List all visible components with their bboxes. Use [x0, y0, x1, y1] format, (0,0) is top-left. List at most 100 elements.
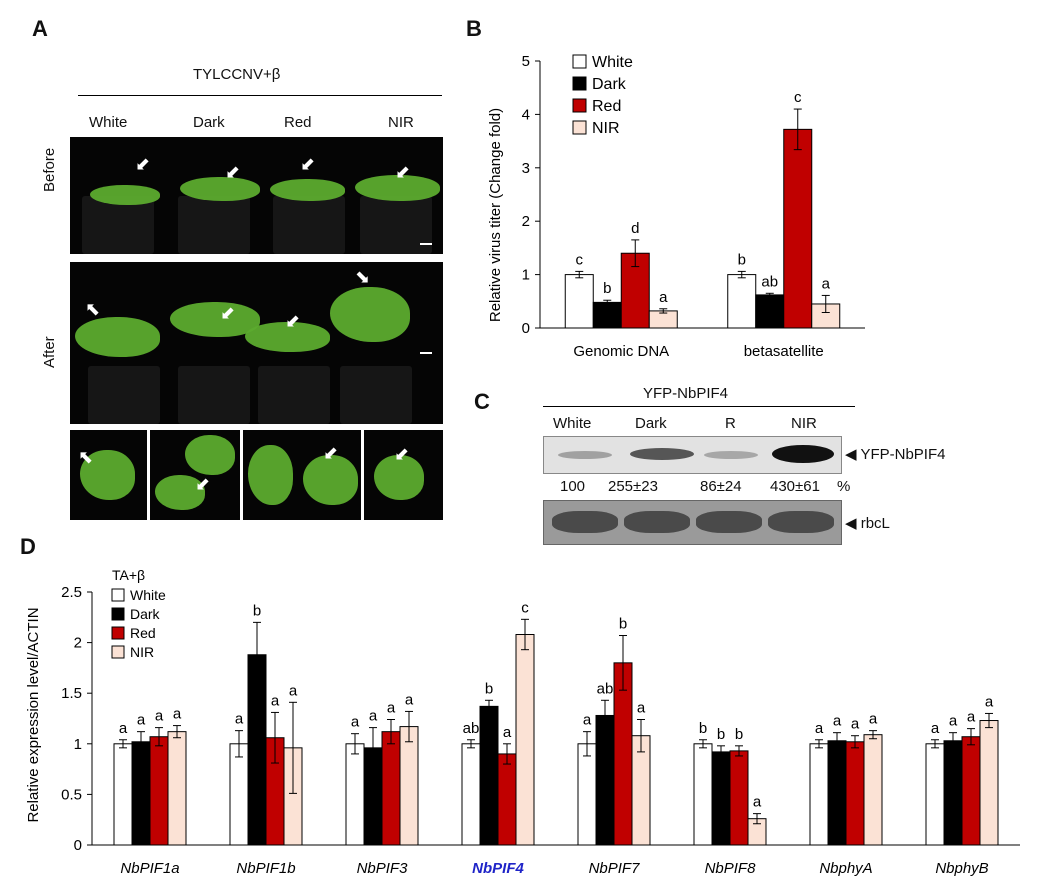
bar	[592, 301, 622, 329]
significance-letter: a	[387, 700, 396, 717]
closeup-photo-dark: ⬋	[150, 430, 240, 520]
bar	[827, 740, 847, 846]
x-category-label: NbPIF4	[472, 860, 524, 877]
x-category-label: NbphyB	[935, 860, 988, 877]
panel-d-chart: Relative expression level/ACTIN 0 0.5 1 1.5…	[25, 567, 1020, 877]
scale-bar	[420, 352, 432, 354]
closeup-photo-white: ⬉	[70, 430, 147, 520]
panel-d-letter: D	[20, 534, 36, 559]
bar	[693, 743, 713, 846]
significance-letter: a	[405, 691, 414, 708]
bar	[149, 736, 169, 846]
quant-white: 100	[560, 478, 586, 495]
panel-c-letter: C	[474, 389, 490, 414]
loading-label-text: rbcL	[860, 515, 890, 532]
y-tick-label: 5	[522, 53, 530, 70]
legend-swatch	[572, 98, 587, 113]
quant-nir: 430±61	[770, 478, 820, 495]
x-category-label: NbPIF8	[705, 860, 757, 877]
significance-letter: a	[815, 720, 824, 737]
significance-letter: a	[369, 708, 378, 725]
bar	[809, 743, 829, 846]
significance-letter: a	[869, 711, 878, 728]
group-title-underline	[78, 95, 442, 96]
y-tick-label: 2	[522, 213, 530, 230]
legend-swatch	[111, 607, 125, 621]
y-tick-label: 1	[74, 736, 82, 753]
closeup-photo-nir: ⬋	[364, 430, 443, 520]
significance-letter: ab	[761, 273, 778, 290]
significance-letter: a	[235, 711, 244, 728]
legend-swatch	[572, 76, 587, 91]
significance-letter: a	[119, 720, 128, 737]
bar	[845, 741, 865, 846]
bar	[497, 753, 517, 846]
significance-letter: b	[717, 726, 725, 743]
arrow-icon: ⬉	[85, 299, 101, 319]
significance-letter: a	[822, 275, 831, 292]
legend-swatch	[111, 645, 125, 659]
lane-label-r: R	[725, 415, 736, 432]
y-tick-label: 2	[74, 635, 82, 652]
arrow-icon: ⬋	[220, 303, 236, 323]
bar	[229, 743, 249, 846]
significance-letter: c	[794, 89, 802, 106]
significance-letter: ab	[463, 720, 480, 737]
x-category-label: NbPIF3	[357, 860, 409, 877]
significance-letter: a	[931, 720, 940, 737]
d-ylabel: Relative expression level/ACTIN	[25, 607, 42, 822]
bar	[515, 634, 535, 846]
blot-band-label: ◀ YFP-NbPIF4	[845, 446, 946, 463]
col-label-red: Red	[284, 114, 312, 131]
bar	[727, 274, 757, 329]
arrow-icon: ⬋	[395, 162, 411, 182]
bar	[595, 714, 615, 846]
legend-title: TA+β	[112, 567, 145, 583]
legend-label: White	[592, 54, 633, 71]
y-tick-label: 0	[522, 320, 530, 337]
arrow-icon: ⬋	[300, 154, 316, 174]
loading-label: ◀ rbcL	[845, 515, 890, 532]
y-tick-label: 0.5	[61, 786, 82, 803]
y-tick-label: 1	[522, 267, 530, 284]
lane-label-white: White	[553, 415, 592, 432]
panel-b-letter: B	[466, 16, 482, 41]
bar	[113, 743, 133, 846]
significance-letter: a	[967, 709, 976, 726]
arrow-icon: ⬉	[78, 447, 94, 467]
legend-label: Red	[592, 98, 621, 115]
significance-letter: ab	[597, 680, 614, 697]
panel-a-group-title: TYLCCNV+β	[193, 66, 281, 83]
y-tick-label: 1.5	[61, 685, 82, 702]
significance-letter: c	[576, 251, 584, 268]
bar	[925, 743, 945, 846]
bar	[479, 705, 499, 846]
arrow-icon: ⬋	[225, 162, 241, 182]
x-category-label: Genomic DNA	[573, 343, 669, 360]
significance-letter: b	[253, 602, 261, 619]
row-label-before: Before	[41, 147, 58, 192]
significance-letter: a	[503, 724, 512, 741]
significance-letter: a	[137, 712, 146, 729]
y-tick-label: 3	[522, 160, 530, 177]
quant-unit: %	[837, 478, 851, 495]
legend-label: White	[130, 587, 166, 603]
significance-letter: b	[699, 720, 707, 737]
after-plants-photo: ⬉ ⬋ ⬋ ⬊	[70, 262, 443, 424]
x-category-label: NbPIF1a	[120, 860, 179, 877]
significance-letter: a	[949, 713, 958, 730]
bar	[620, 252, 650, 329]
panel-a-letter: A	[32, 16, 48, 41]
legend-label: Red	[130, 625, 156, 641]
bar	[729, 750, 749, 846]
closeup-photo-red: ⬋	[243, 430, 361, 520]
b-ylabel: Relative virus titer (Change fold)	[487, 108, 504, 322]
significance-letter: a	[351, 714, 360, 731]
significance-letter: b	[619, 616, 627, 633]
x-category-label: betasatellite	[744, 343, 824, 360]
col-label-white: White	[89, 114, 128, 131]
bar	[131, 741, 151, 846]
significance-letter: a	[155, 708, 164, 725]
bar	[167, 731, 187, 846]
significance-letter: b	[735, 726, 743, 743]
